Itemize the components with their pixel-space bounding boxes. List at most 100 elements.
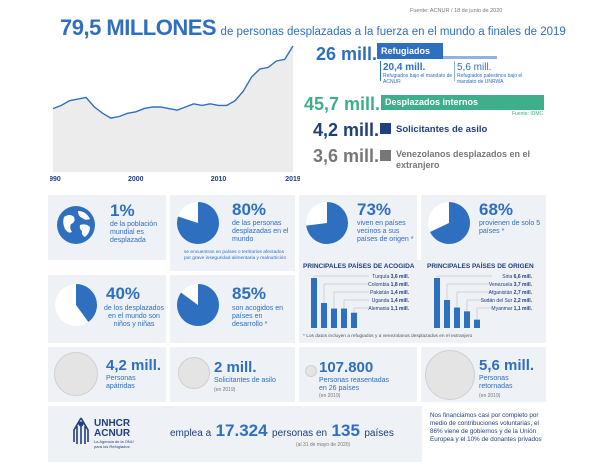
resettled-year: (en 2019): [319, 393, 341, 399]
leader-line: [333, 291, 369, 309]
source-note: Fuente: ACNUR / 18 de junio de 2020: [410, 8, 503, 14]
funding-text: Nos financiamos casi por completo por me…: [430, 412, 542, 443]
pie-73-icon: [306, 202, 349, 244]
world-text: de la población mundial es desplazada: [110, 221, 158, 244]
country-label: Colombia 1,8 mill.: [368, 282, 409, 288]
food-text: de las personas desplazadas en el mundo: [232, 220, 289, 243]
stateless-value: 4,2 mill.: [106, 357, 162, 374]
country-label: Afganistán 2,7 mill.: [489, 290, 533, 296]
idp-label: Desplazados internos: [381, 95, 544, 110]
countries-bar-charts: Turquía 3,6 mill. Colombia 1,8 mill. Pakis…: [311, 274, 533, 328]
title-number: 79,5 MILLONES: [60, 15, 217, 40]
asylum2019-value: 2 mill.: [214, 359, 257, 376]
x-tick-label: 1990: [50, 176, 61, 183]
idp-source: Fuente: IDMC: [512, 111, 544, 117]
employs-date: (al 31 de mayo de 2020): [296, 442, 351, 448]
employs-countries: 135: [331, 421, 360, 440]
panel-asylum2019: 2 mill. Solicitantes de asilo (en 2019): [170, 347, 295, 402]
origin-title: PRINCIPALES PAÍSES DE ORIGEN: [427, 263, 534, 270]
country-bar: [321, 303, 327, 328]
unhcr-logo-icon: [73, 417, 89, 444]
divider: [454, 61, 455, 81]
country-label: Sudán del Sur 2,2 mill.: [481, 298, 533, 304]
pie-slice: [177, 202, 220, 244]
country-label: Uganda 1,4 mill.: [372, 298, 410, 304]
country-bar: [434, 278, 440, 328]
neighbors-text: viven en países vecinos a sus países de …: [357, 220, 414, 243]
country-bar: [474, 319, 480, 328]
x-tick-label: 2019: [285, 176, 300, 183]
refugees-label: Refugiados: [377, 43, 443, 59]
country-label: Alemania 1,1 mill.: [368, 306, 409, 312]
refugees-acnur-label: Refugiados bajo el mandato de ACNUR: [383, 73, 453, 85]
leader-line: [343, 299, 369, 309]
country-bar: [454, 307, 460, 328]
employs-post: países: [364, 428, 394, 439]
x-tick-label: 2010: [211, 176, 227, 183]
world-value: 1%: [110, 201, 135, 220]
leader-line: [476, 307, 492, 320]
asylum2019-year: (en 2019): [214, 387, 236, 393]
employs-mid: personas en: [272, 428, 328, 439]
neighbors-value: 73%: [357, 200, 392, 219]
refugees-unrwa-label: Refugiados palestinos bajo el mandato de…: [457, 73, 523, 85]
pie-40-icon: [55, 284, 97, 326]
host-title: PRINCIPALES PAÍSES DE ACOGIDA: [303, 263, 415, 270]
asylum2019-text: Solicitantes de asilo: [214, 377, 276, 384]
food-value: 80%: [232, 200, 267, 219]
refugees-bar-extension: [443, 56, 497, 59]
pie-slice: [430, 202, 471, 244]
children-value: 40%: [106, 284, 141, 303]
leader-line: [313, 275, 369, 278]
country-bar: [464, 311, 470, 328]
venezuelans-label: Venezolanos desplazados en el extranjero: [396, 149, 531, 170]
divider: [380, 61, 381, 81]
leader-line: [466, 299, 492, 312]
leader-line: [446, 283, 492, 300]
footnote: * Los datos incluyen a refugiados y a ve…: [303, 334, 473, 339]
circle-icon: [178, 357, 210, 389]
x-tick-label: 2000: [128, 176, 144, 183]
leader-line: [436, 275, 492, 278]
resettled-text: Personas reasentadas en 26 países: [319, 377, 390, 392]
panel-origin5: 68% provienen de solo 5 países *: [421, 195, 546, 260]
panel-food: 80% de las personas desplazadas en el mu…: [170, 195, 295, 271]
country-bar: [444, 299, 450, 328]
returned-value: 5,6 mill.: [479, 357, 535, 374]
children-text: de los desplazados en el mundo son niños…: [104, 305, 164, 328]
leader-line: [353, 307, 369, 313]
asylum-value: 4,2 mill.: [313, 120, 380, 140]
country-label: Myanmar 1,1 mill.: [491, 306, 532, 312]
pie-slice: [306, 202, 349, 244]
circle-icon: [305, 365, 317, 377]
circle-icon: [54, 352, 98, 396]
refugees-acnur-value: 20,4 mill.: [383, 62, 426, 73]
leader-line: [456, 291, 492, 308]
country-bar: [311, 278, 317, 328]
pie-85-icon: [177, 284, 220, 326]
food-note: se encuentran en países o territorios af…: [184, 250, 287, 261]
panel-employees: UNHCR ACNUR La Agencia de la ONU para lo…: [48, 406, 422, 462]
stateless-text: Personas apátridas: [106, 375, 136, 390]
panel-children: 40% de los desplazados en el mundo son n…: [48, 275, 166, 343]
panel-neighbors: 73% viven en países vecinos a sus países…: [299, 195, 417, 260]
returned-text: Personas retornadas: [479, 375, 513, 390]
country-bar: [351, 312, 357, 328]
panel-world: 1% de la población mundial es desplazada: [48, 195, 166, 260]
pie-80-icon: [177, 202, 220, 244]
country-label: Siria 6,6 mill.: [502, 274, 532, 280]
country-bar: [331, 308, 337, 328]
country-label: Pakistán 1,4 mill.: [370, 290, 410, 296]
venezuelans-value: 3,6 mill.: [313, 146, 380, 166]
title-subtitle: de personas desplazadas a la fuerza en e…: [220, 26, 566, 38]
resettled-value: 107.800: [319, 359, 374, 376]
area-fill: [53, 46, 293, 172]
employees-line: emplea a 17.324 personas en 135 países: [170, 421, 394, 441]
pie-68-icon: [428, 202, 471, 244]
logo-text-acnur: ACNUR: [94, 428, 131, 439]
circle-icon: [425, 350, 475, 400]
origin5-value: 68%: [479, 200, 514, 219]
country-bar: [341, 308, 347, 328]
country-label: Venezuela 3,7 mill.: [489, 282, 533, 288]
panel-developing: 85% son acogidos en países en desarrollo…: [170, 275, 295, 343]
